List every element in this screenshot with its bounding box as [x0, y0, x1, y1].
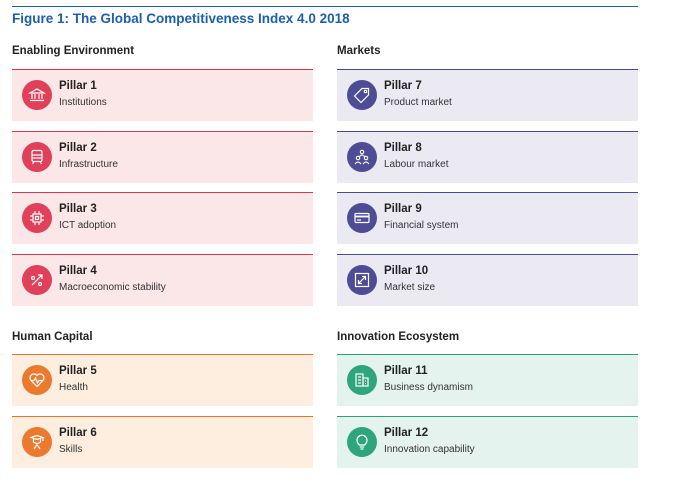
- pillar-name: Pillar 6: [59, 427, 97, 439]
- pillar-card-5: Pillar 5 Health: [12, 354, 313, 406]
- pillar-card-9: Pillar 9 Financial system: [337, 192, 638, 244]
- pillar-name: Pillar 7: [384, 80, 422, 92]
- pillar-card-10: Pillar 10 Market size: [337, 254, 638, 306]
- tag-icon: [347, 80, 377, 110]
- pillar-card-2: Pillar 2 Infrastructure: [12, 131, 313, 183]
- pillar-name: Pillar 11: [384, 365, 428, 377]
- pillar-name: Pillar 8: [384, 142, 422, 154]
- pillar-desc: Product market: [384, 97, 452, 108]
- pillar-name: Pillar 2: [59, 142, 97, 154]
- credit-card-icon: [347, 203, 377, 233]
- pillar-name: Pillar 1: [59, 80, 97, 92]
- pillar-desc: Market size: [384, 282, 436, 293]
- expand-icon: [347, 265, 377, 295]
- graduate-icon: [22, 427, 52, 457]
- pillar-name: Pillar 4: [59, 265, 97, 277]
- pillar-name: Pillar 10: [384, 265, 429, 277]
- lightbulb-icon: [347, 427, 377, 457]
- pillar-card-4: Pillar 4 Macroeconomic stability: [12, 254, 313, 306]
- people-icon: [347, 142, 377, 172]
- pillar-card-8: Pillar 8 Labour market: [337, 131, 638, 183]
- section-title: Enabling Environment: [12, 45, 135, 57]
- section-innovation-ecosystem: Innovation Ecosystem Pillar 11 Business …: [337, 330, 638, 468]
- building-icon: [347, 365, 377, 395]
- train-icon: [22, 142, 52, 172]
- institution-icon: [22, 80, 52, 110]
- heart-pulse-icon: [22, 365, 52, 395]
- pillar-name: Pillar 12: [384, 427, 429, 439]
- pillar-desc: Business dynamism: [384, 382, 473, 393]
- pillar-card-3: Pillar 3 ICT adoption: [12, 192, 313, 244]
- pillar-desc: ICT adoption: [59, 220, 117, 231]
- pillar-card-7: Pillar 7 Product market: [337, 69, 638, 121]
- pillar-card-6: Pillar 6 Skills: [12, 416, 313, 468]
- pillar-desc: Innovation capability: [384, 444, 475, 455]
- pillar-name: Pillar 9: [384, 203, 422, 215]
- pillar-card-12: Pillar 12 Innovation capability: [337, 416, 638, 468]
- section-title: Markets: [337, 45, 381, 57]
- chip-icon: [22, 203, 52, 233]
- top-rule: [12, 6, 638, 7]
- pillar-desc: Institutions: [59, 97, 107, 108]
- pillar-card-1: Pillar 1 Institutions: [12, 69, 313, 121]
- pillar-card-11: Pillar 11 Business dynamism: [337, 354, 638, 406]
- pillar-desc: Infrastructure: [59, 159, 118, 170]
- percent-icon: [22, 265, 52, 295]
- section-markets: Markets Pillar 7 Product market Pillar 8…: [337, 44, 638, 306]
- section-enabling-environment: Enabling Environment Pillar 1 Institutio…: [12, 44, 313, 306]
- figure-title: Figure 1: The Global Competitiveness Ind…: [12, 11, 350, 26]
- pillar-desc: Health: [59, 382, 88, 393]
- pillar-desc: Macroeconomic stability: [59, 282, 166, 293]
- pillar-desc: Skills: [59, 444, 83, 455]
- pillar-name: Pillar 5: [59, 365, 97, 377]
- section-title: Human Capital: [12, 331, 93, 343]
- section-human-capital: Human Capital Pillar 5 Health Pillar 6 S…: [12, 330, 313, 468]
- pillar-desc: Labour market: [384, 159, 449, 170]
- pillar-desc: Financial system: [384, 220, 459, 231]
- section-title: Innovation Ecosystem: [337, 331, 460, 343]
- pillar-name: Pillar 3: [59, 203, 97, 215]
